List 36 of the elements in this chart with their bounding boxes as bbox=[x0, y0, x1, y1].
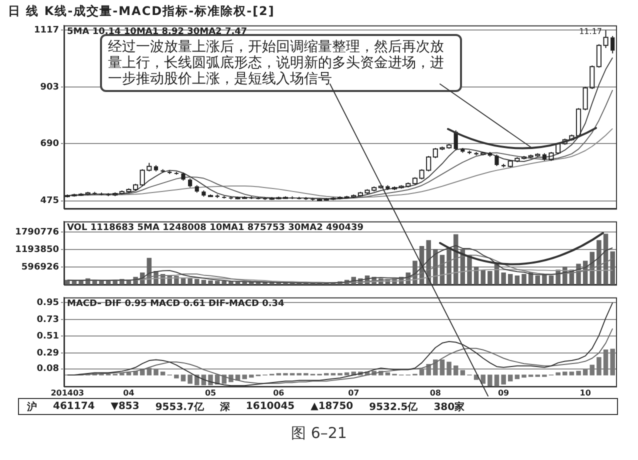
caption: 图 6–21 bbox=[290, 424, 348, 443]
chart-title: 日 线 K线-成交量-MACD指标-标准除权-[2] bbox=[8, 3, 275, 20]
y-tick-label: 903 bbox=[40, 82, 59, 92]
text: 沪 bbox=[26, 400, 38, 414]
text: 1610045 bbox=[244, 401, 296, 412]
annotation: VOL 1118683 5MA 1248008 10MA1 875753 30MA2 490439 bbox=[67, 223, 364, 234]
text: ▲18750 bbox=[310, 401, 354, 412]
text: 9553.7亿 bbox=[154, 400, 205, 414]
text: 380家 bbox=[432, 400, 466, 414]
x-tick-label: 06 bbox=[273, 388, 285, 398]
y-tick-label: 0.51 bbox=[36, 332, 59, 342]
x-tick-label: 10 bbox=[580, 388, 592, 398]
y-tick-label: 690 bbox=[40, 139, 59, 150]
text: ▼853 bbox=[110, 401, 140, 412]
text: 461174 bbox=[52, 401, 96, 412]
text: 9532.5亿 bbox=[368, 400, 419, 414]
x-tick-label: 04 bbox=[123, 388, 135, 398]
annotation: MACD– DIF 0.95 MACD 0.61 DIF-MACD 0.34 bbox=[67, 299, 284, 310]
y-tick-label: 0.73 bbox=[36, 314, 59, 325]
x-tick-label: 08 bbox=[430, 388, 442, 398]
annotation: 11.17 bbox=[579, 27, 602, 36]
text: 深 bbox=[218, 400, 231, 414]
x-tick-label: 201403 bbox=[50, 388, 84, 398]
x-tick-label: 05 bbox=[204, 388, 217, 398]
y-tick-label: 475 bbox=[40, 196, 59, 206]
x-tick-label: 09 bbox=[498, 388, 510, 398]
y-tick-label: 0.95 bbox=[36, 298, 59, 308]
y-tick-label: 1117 bbox=[34, 26, 59, 36]
y-tick-label: 1193850 bbox=[15, 244, 59, 255]
y-tick-label: 0.08 bbox=[36, 364, 59, 374]
y-tick-label: 1790776 bbox=[15, 227, 59, 238]
annotation: 经过一波放量上涨后，开始回调缩量整理，然后再次放量上行，长线圆弧底形态，说明新的多头资金进场，进一步推动股价上涨，是短线入场信号 bbox=[108, 39, 444, 87]
y-tick-label: 596926 bbox=[21, 262, 59, 272]
y-tick-label: 0.29 bbox=[36, 348, 59, 358]
x-tick-label: 07 bbox=[348, 388, 360, 398]
annotation: 5MA 10.14 10MA1 8.92 30MA2 7.47 bbox=[67, 27, 248, 38]
